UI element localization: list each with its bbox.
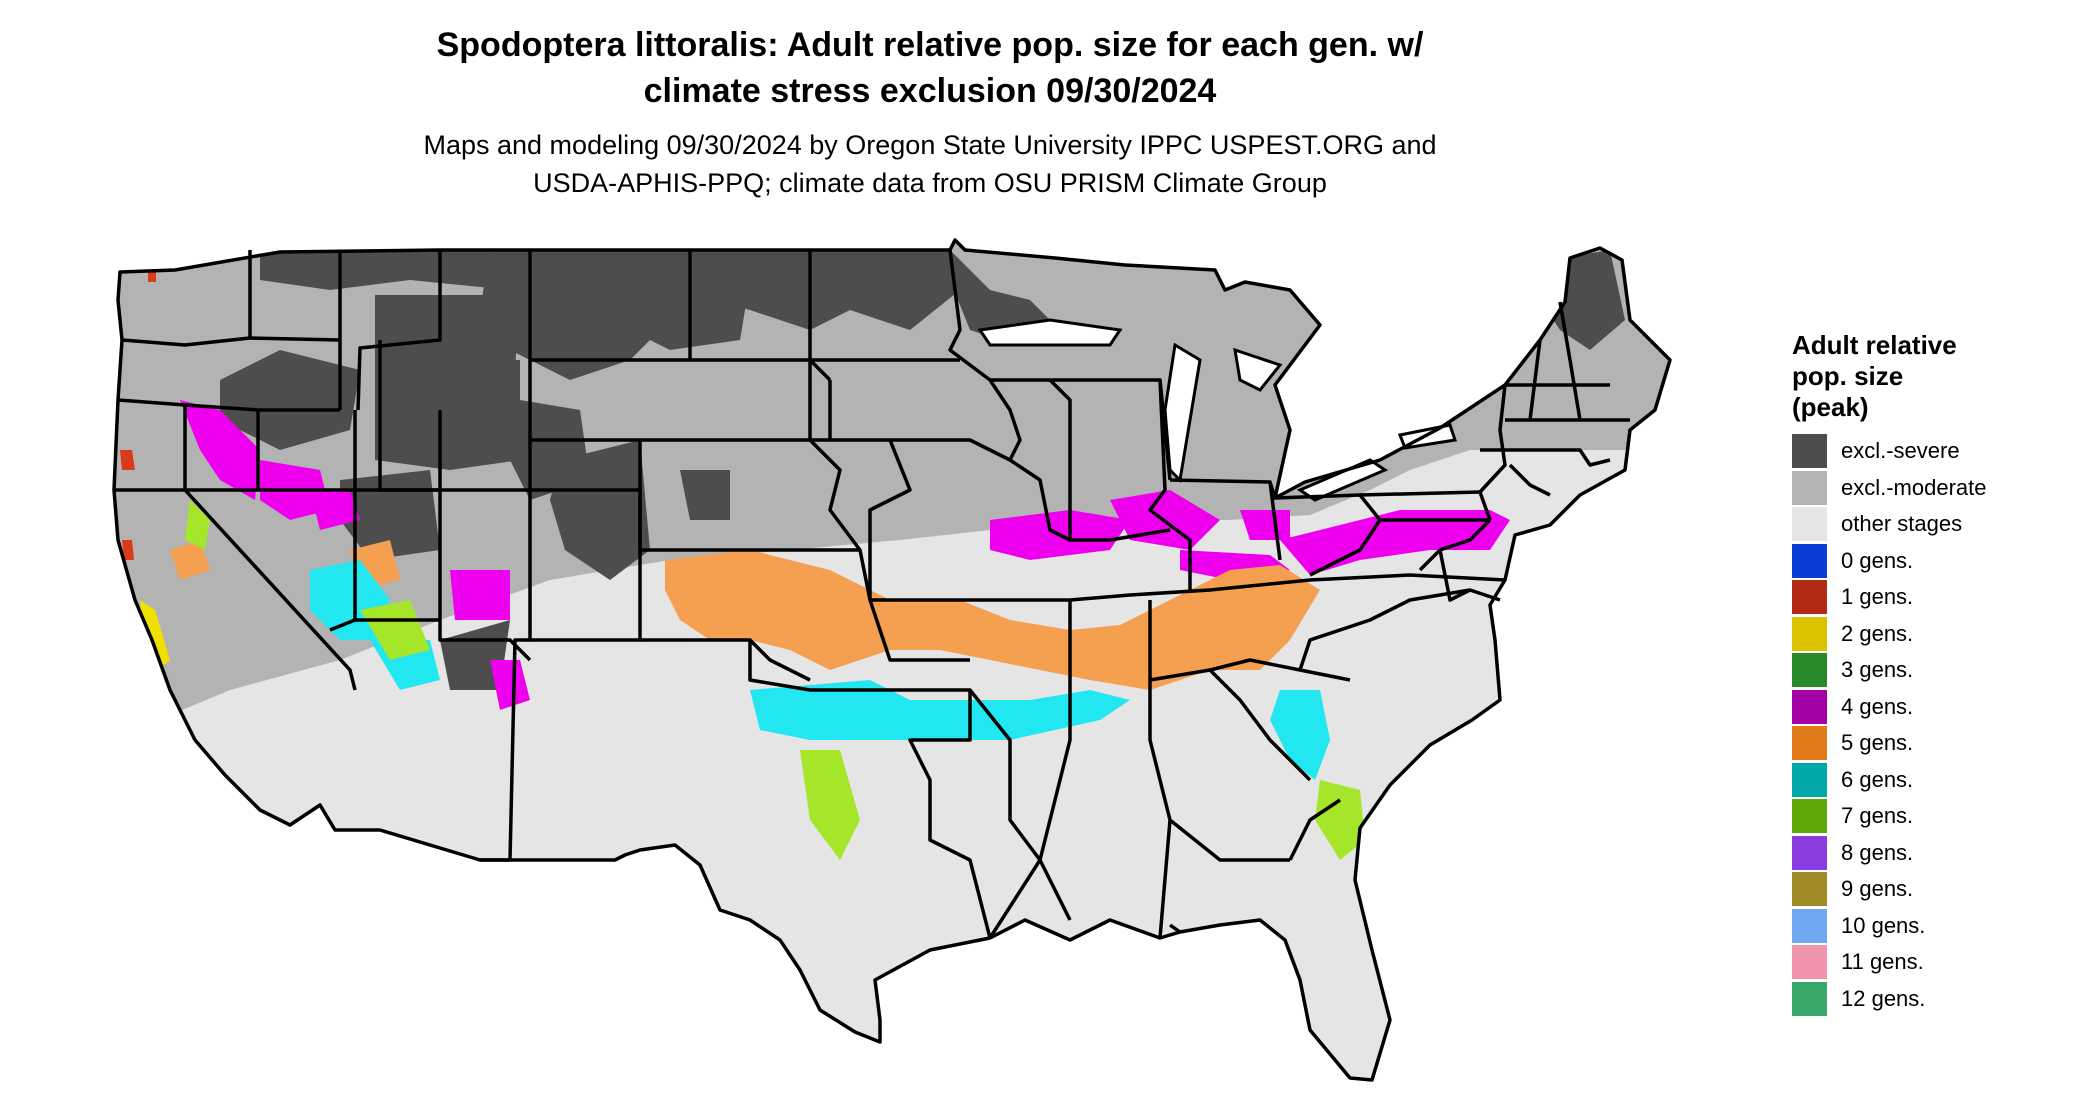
legend-swatch <box>1792 507 1827 542</box>
map-title: Spodoptera littoralis: Adult relative po… <box>300 22 1560 114</box>
legend-label: 9 gens. <box>1841 876 1914 902</box>
subtitle-line-1: Maps and modeling 09/30/2024 by Oregon S… <box>423 130 1437 160</box>
region-2-gens <box>140 600 170 670</box>
legend-item: 6 gens. <box>1792 762 2092 799</box>
legend-label: 4 gens. <box>1841 693 1914 719</box>
legend-label: 5 gens. <box>1841 730 1914 756</box>
legend-swatch <box>1792 689 1827 724</box>
legend-title-line-1: Adult relative <box>1792 330 1957 360</box>
legend-item: 11 gens. <box>1792 944 2092 981</box>
legend-label: 12 gens. <box>1841 985 1926 1011</box>
legend-item: 5 gens. <box>1792 725 2092 762</box>
legend-label: 1 gens. <box>1841 584 1914 610</box>
legend-item: 1 gens. <box>1792 579 2092 616</box>
legend-item: other stages <box>1792 506 2092 543</box>
legend-label: 0 gens. <box>1841 547 1914 573</box>
region-7-gens <box>185 500 1365 860</box>
legend-swatch <box>1792 762 1827 797</box>
legend-swatch <box>1792 835 1827 870</box>
legend-title-line-3: (peak) <box>1792 392 1869 422</box>
legend-label: 6 gens. <box>1841 766 1914 792</box>
legend-label: other stages <box>1841 511 1963 537</box>
us-map <box>112 238 1672 1082</box>
legend-item: 9 gens. <box>1792 871 2092 908</box>
legend-label: 8 gens. <box>1841 839 1914 865</box>
legend-label: 2 gens. <box>1841 620 1914 646</box>
legend-swatch <box>1792 543 1827 578</box>
legend-label: 7 gens. <box>1841 803 1914 829</box>
legend-swatch <box>1792 945 1827 980</box>
region-5-gens <box>665 550 1320 690</box>
legend-swatch <box>1792 653 1827 688</box>
region-excl-severe <box>220 250 1625 690</box>
legend-swatch <box>1792 434 1827 469</box>
legend: Adult relative pop. size (peak) excl.-se… <box>1792 330 2092 1017</box>
legend-label: excl.-moderate <box>1841 474 1987 500</box>
legend-swatch <box>1792 981 1827 1016</box>
legend-item: 2 gens. <box>1792 616 2092 653</box>
subtitle-line-2: USDA-APHIS-PPQ; climate data from OSU PR… <box>533 168 1327 198</box>
legend-item: excl.-severe <box>1792 433 2092 470</box>
legend-swatch <box>1792 726 1827 761</box>
legend-item: 7 gens. <box>1792 798 2092 835</box>
legend-items: excl.-severe excl.-moderate other stages 0 … <box>1792 433 2092 1017</box>
legend-label: 11 gens. <box>1841 949 1924 975</box>
legend-swatch <box>1792 470 1827 505</box>
legend-title: Adult relative pop. size (peak) <box>1792 330 2092 423</box>
legend-item: excl.-moderate <box>1792 470 2092 507</box>
legend-swatch <box>1792 799 1827 834</box>
legend-label: 3 gens. <box>1841 657 1914 683</box>
legend-item: 4 gens. <box>1792 689 2092 726</box>
legend-item: 8 gens. <box>1792 835 2092 872</box>
legend-swatch <box>1792 872 1827 907</box>
state-borders <box>112 238 1672 1082</box>
legend-label: 10 gens. <box>1841 912 1926 938</box>
legend-label: excl.-severe <box>1841 438 1960 464</box>
legend-item: 10 gens. <box>1792 908 2092 945</box>
title-line-2: climate stress exclusion 09/30/2024 <box>643 72 1217 110</box>
legend-item: 0 gens. <box>1792 543 2092 580</box>
legend-swatch <box>1792 616 1827 651</box>
legend-item: 12 gens. <box>1792 981 2092 1018</box>
map-subtitle: Maps and modeling 09/30/2024 by Oregon S… <box>300 126 1560 202</box>
legend-item: 3 gens. <box>1792 652 2092 689</box>
legend-title-line-2: pop. size <box>1792 361 1904 391</box>
legend-swatch <box>1792 908 1827 943</box>
legend-swatch <box>1792 580 1827 615</box>
title-line-1: Spodoptera littoralis: Adult relative po… <box>436 26 1424 64</box>
